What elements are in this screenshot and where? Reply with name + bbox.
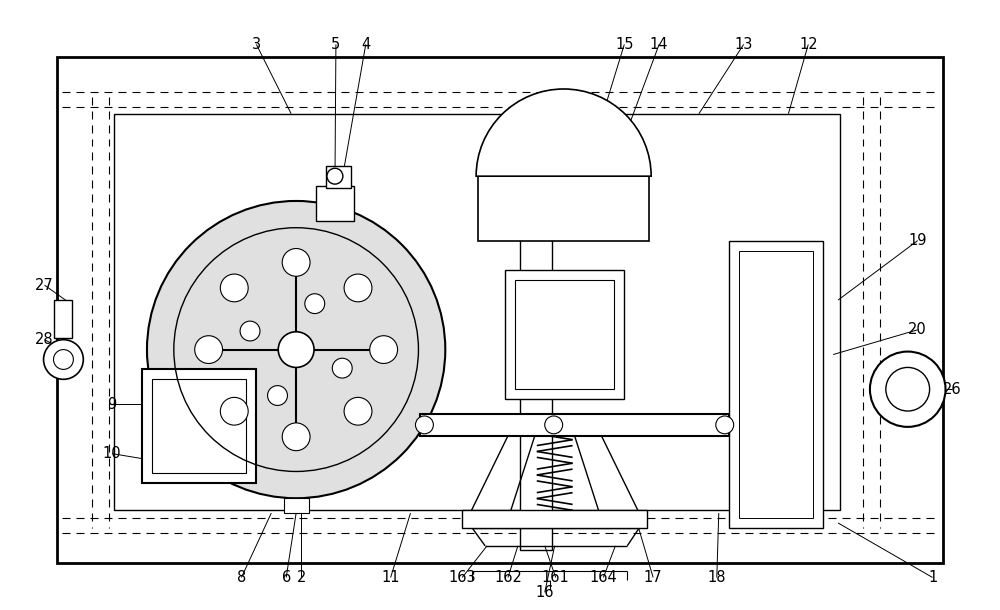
Circle shape (886, 367, 930, 411)
Circle shape (415, 416, 433, 434)
Wedge shape (476, 89, 651, 176)
Circle shape (240, 321, 260, 341)
Text: 161: 161 (542, 570, 570, 585)
Circle shape (278, 332, 314, 367)
Circle shape (332, 358, 352, 378)
Bar (515, 280, 614, 389)
Text: 9: 9 (108, 396, 117, 412)
Bar (478, 176, 649, 240)
Bar (520, 113, 552, 550)
Bar (54, 300, 72, 338)
Bar (57, 57, 943, 562)
Text: 20: 20 (908, 322, 927, 337)
Text: 12: 12 (799, 37, 818, 52)
Circle shape (716, 416, 734, 434)
Circle shape (327, 168, 343, 184)
Circle shape (305, 294, 325, 314)
Bar (462, 510, 647, 528)
Circle shape (282, 248, 310, 276)
Bar (729, 240, 823, 528)
Text: 14: 14 (650, 37, 668, 52)
Circle shape (545, 416, 563, 434)
Bar (114, 113, 840, 510)
Circle shape (220, 397, 248, 425)
Text: 11: 11 (381, 570, 400, 585)
Text: 27: 27 (35, 278, 54, 293)
Text: 19: 19 (908, 233, 927, 248)
Bar (420, 414, 729, 436)
Circle shape (282, 423, 310, 451)
Circle shape (147, 201, 445, 498)
Text: 3: 3 (252, 37, 261, 52)
Text: 2: 2 (296, 570, 306, 585)
Bar (505, 270, 624, 399)
Circle shape (344, 274, 372, 302)
Text: 163: 163 (448, 570, 476, 585)
Text: 5: 5 (331, 37, 341, 52)
Text: 17: 17 (644, 570, 662, 585)
Bar (326, 167, 351, 188)
Text: 16: 16 (536, 585, 554, 600)
Bar (739, 251, 813, 518)
Text: 164: 164 (590, 570, 617, 585)
Circle shape (53, 350, 73, 370)
Circle shape (44, 340, 83, 379)
Text: 6: 6 (282, 570, 291, 585)
Bar (316, 186, 354, 221)
Bar (152, 379, 246, 473)
Text: 8: 8 (237, 570, 246, 585)
Text: 4: 4 (361, 37, 370, 52)
Text: 1: 1 (928, 570, 937, 585)
Circle shape (870, 351, 946, 427)
Circle shape (268, 386, 287, 406)
Bar (284, 498, 309, 513)
Circle shape (195, 336, 223, 364)
Text: 26: 26 (943, 382, 962, 396)
Text: 10: 10 (103, 446, 121, 461)
Text: 162: 162 (494, 570, 522, 585)
Circle shape (370, 336, 398, 364)
Circle shape (220, 274, 248, 302)
Text: 13: 13 (734, 37, 753, 52)
Text: 18: 18 (708, 570, 726, 585)
Bar (142, 370, 256, 483)
Text: 15: 15 (615, 37, 634, 52)
Circle shape (344, 397, 372, 425)
Text: 28: 28 (35, 332, 54, 347)
